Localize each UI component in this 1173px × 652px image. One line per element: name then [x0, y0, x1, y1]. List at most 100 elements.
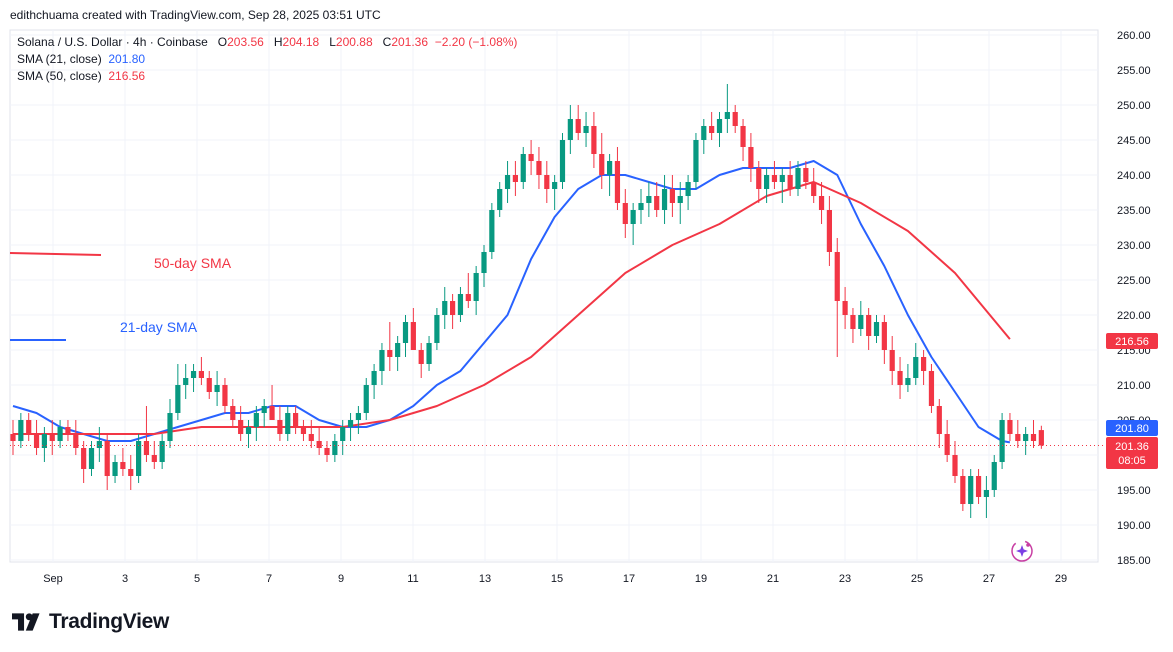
- candle[interactable]: [450, 294, 456, 329]
- candle[interactable]: [465, 273, 471, 308]
- candle[interactable]: [136, 434, 142, 483]
- candle[interactable]: [724, 84, 730, 133]
- candle[interactable]: [347, 413, 354, 441]
- candle[interactable]: [497, 182, 503, 217]
- candle[interactable]: [889, 336, 895, 385]
- candle[interactable]: [285, 406, 291, 441]
- candle[interactable]: [355, 406, 361, 434]
- candle[interactable]: [332, 434, 338, 462]
- candle[interactable]: [159, 434, 165, 469]
- candle[interactable]: [983, 476, 989, 518]
- candle[interactable]: [638, 189, 644, 224]
- candle[interactable]: [81, 441, 87, 483]
- candle[interactable]: [991, 455, 997, 497]
- candle[interactable]: [504, 161, 511, 203]
- candle[interactable]: [897, 357, 903, 399]
- candle[interactable]: [999, 413, 1005, 469]
- candle[interactable]: [905, 364, 911, 392]
- legend-sma21-row[interactable]: SMA (21, close) 201.80: [17, 52, 145, 66]
- candle[interactable]: [834, 238, 840, 357]
- candle[interactable]: [143, 406, 150, 462]
- candle[interactable]: [183, 364, 189, 399]
- candle[interactable]: [340, 420, 346, 455]
- candle[interactable]: [104, 434, 110, 490]
- candle[interactable]: [928, 364, 935, 413]
- candle[interactable]: [709, 112, 715, 140]
- candle[interactable]: [685, 175, 691, 210]
- candle[interactable]: [49, 420, 55, 455]
- candle[interactable]: [308, 420, 314, 448]
- candle[interactable]: [222, 378, 228, 413]
- candle[interactable]: [230, 399, 236, 427]
- candle[interactable]: [253, 406, 259, 441]
- candle[interactable]: [175, 364, 181, 420]
- candle[interactable]: [120, 448, 126, 476]
- tradingview-logo[interactable]: TradingView: [12, 610, 169, 634]
- candle[interactable]: [214, 371, 220, 406]
- candle[interactable]: [559, 133, 566, 189]
- candle[interactable]: [748, 133, 754, 182]
- candle[interactable]: [944, 420, 950, 462]
- candle[interactable]: [418, 343, 424, 378]
- candle[interactable]: [607, 154, 613, 196]
- candle[interactable]: [873, 315, 880, 343]
- candle[interactable]: [913, 343, 919, 385]
- candle[interactable]: [1030, 420, 1037, 448]
- candle[interactable]: [716, 112, 723, 147]
- candle[interactable]: [520, 147, 526, 189]
- candle[interactable]: [771, 161, 778, 189]
- candle[interactable]: [858, 301, 864, 336]
- candle[interactable]: [567, 105, 573, 154]
- candle[interactable]: [41, 427, 47, 462]
- candle[interactable]: [238, 406, 244, 441]
- candle[interactable]: [701, 119, 707, 154]
- sma50-line[interactable]: [13, 181, 1011, 435]
- candle[interactable]: [26, 413, 32, 441]
- candle[interactable]: [457, 287, 464, 322]
- candle[interactable]: [842, 287, 848, 329]
- candle[interactable]: [732, 105, 738, 133]
- candle[interactable]: [756, 161, 762, 203]
- candle[interactable]: [968, 469, 974, 518]
- candle[interactable]: [779, 168, 785, 203]
- candle[interactable]: [536, 147, 542, 189]
- candle[interactable]: [18, 413, 24, 448]
- candle[interactable]: [654, 182, 660, 217]
- candle[interactable]: [1015, 420, 1021, 448]
- candle[interactable]: [387, 322, 393, 371]
- candle[interactable]: [316, 427, 322, 455]
- candle[interactable]: [371, 364, 377, 399]
- candle[interactable]: [245, 420, 252, 448]
- candle[interactable]: [952, 441, 958, 483]
- candle[interactable]: [269, 385, 275, 420]
- candle[interactable]: [57, 420, 63, 448]
- candle[interactable]: [622, 189, 628, 238]
- candle[interactable]: [575, 105, 581, 140]
- candle[interactable]: [96, 427, 102, 462]
- candle[interactable]: [65, 420, 71, 441]
- candle[interactable]: [190, 364, 197, 392]
- candle[interactable]: [261, 399, 267, 427]
- candle[interactable]: [300, 420, 307, 441]
- candle[interactable]: [1038, 425, 1044, 449]
- candle[interactable]: [88, 441, 95, 476]
- candle[interactable]: [473, 266, 479, 315]
- candle[interactable]: [936, 399, 942, 448]
- candle[interactable]: [33, 420, 40, 455]
- candle[interactable]: [646, 182, 652, 217]
- legend-sma50-row[interactable]: SMA (50, close) 216.56: [17, 69, 145, 83]
- candle[interactable]: [803, 161, 809, 189]
- candle[interactable]: [1023, 427, 1029, 455]
- candle[interactable]: [10, 420, 16, 455]
- candle[interactable]: [434, 308, 440, 350]
- candle[interactable]: [960, 469, 966, 511]
- candle[interactable]: [363, 378, 369, 420]
- candle[interactable]: [866, 308, 872, 350]
- candle[interactable]: [379, 343, 385, 385]
- candle[interactable]: [481, 245, 487, 287]
- candle[interactable]: [410, 308, 416, 350]
- candle[interactable]: [206, 371, 212, 399]
- candle[interactable]: [975, 469, 982, 504]
- candle[interactable]: [921, 350, 927, 385]
